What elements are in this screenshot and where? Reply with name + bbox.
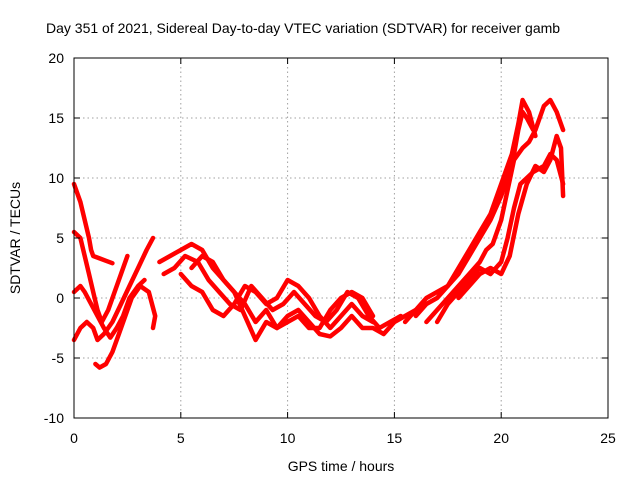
series-arc-7 [161,253,404,331]
series-arc-5 [93,283,158,370]
series-arc-12 [424,97,566,325]
series-arc-8 [178,271,376,331]
x-tick-label: 0 [70,430,78,446]
x-tick-label: 5 [177,430,185,446]
x-tick-label: 25 [600,430,616,446]
series-arc-1 [71,181,115,266]
x-tick-label: 15 [387,430,403,446]
y-tick-label: 15 [48,110,64,126]
series-arc-2 [71,229,130,325]
x-tick-label: 10 [280,430,296,446]
series-arc-11 [413,97,538,319]
series-arc-14 [456,133,566,301]
series-arc-6 [157,241,419,343]
x-tick-label: 20 [493,430,509,446]
data-series [71,97,566,370]
y-tick-label: -5 [52,350,65,366]
series-arc-4 [71,235,156,343]
y-tick-label: 5 [56,230,64,246]
chart-title: Day 351 of 2021, Sidereal Day-to-day VTE… [46,20,560,36]
y-tick-label: 0 [56,290,64,306]
y-tick-label: 20 [48,50,64,66]
y-tick-label: -10 [44,410,64,426]
series-arc-13 [434,151,566,325]
y-axis-ticks: -10 -5 0 5 10 15 20 [44,50,608,426]
y-tick-label: 10 [48,170,64,186]
x-axis-ticks: 0 5 10 15 20 25 [70,58,616,446]
x-axis-label: GPS time / hours [288,458,395,474]
y-axis-label: SDTVAR / TECUs [7,182,23,294]
series-arc-9 [189,253,376,331]
